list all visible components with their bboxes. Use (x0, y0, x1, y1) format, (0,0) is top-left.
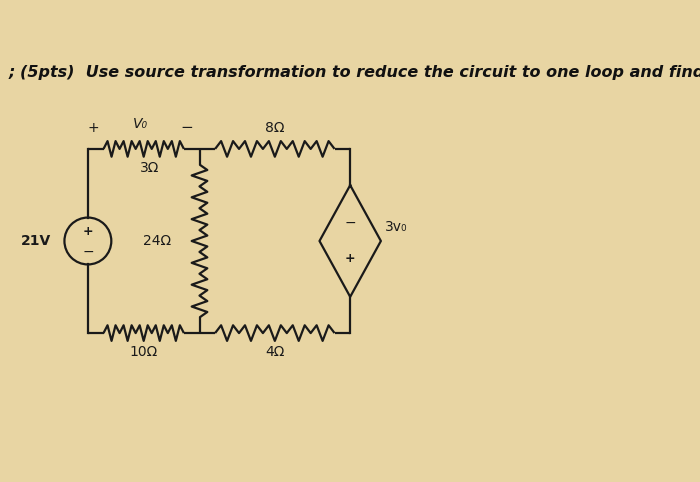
Text: −: − (82, 244, 94, 259)
Text: 21V: 21V (22, 234, 52, 248)
Text: −: − (344, 216, 356, 230)
Text: +: + (345, 253, 356, 266)
Text: +: + (83, 225, 93, 238)
Text: V₀: V₀ (133, 117, 148, 131)
Text: +: + (88, 121, 99, 135)
Text: ; (5pts)  Use source transformation to reduce the circuit to one loop and find v: ; (5pts) Use source transformation to re… (9, 65, 700, 80)
Text: 8Ω: 8Ω (265, 121, 285, 135)
Text: 4Ω: 4Ω (265, 346, 284, 360)
Text: 10Ω: 10Ω (130, 346, 158, 360)
Text: 3Ω: 3Ω (139, 161, 159, 175)
Text: 3v₀: 3v₀ (385, 220, 408, 234)
Text: 24Ω: 24Ω (144, 234, 172, 248)
Text: −: − (181, 120, 194, 135)
